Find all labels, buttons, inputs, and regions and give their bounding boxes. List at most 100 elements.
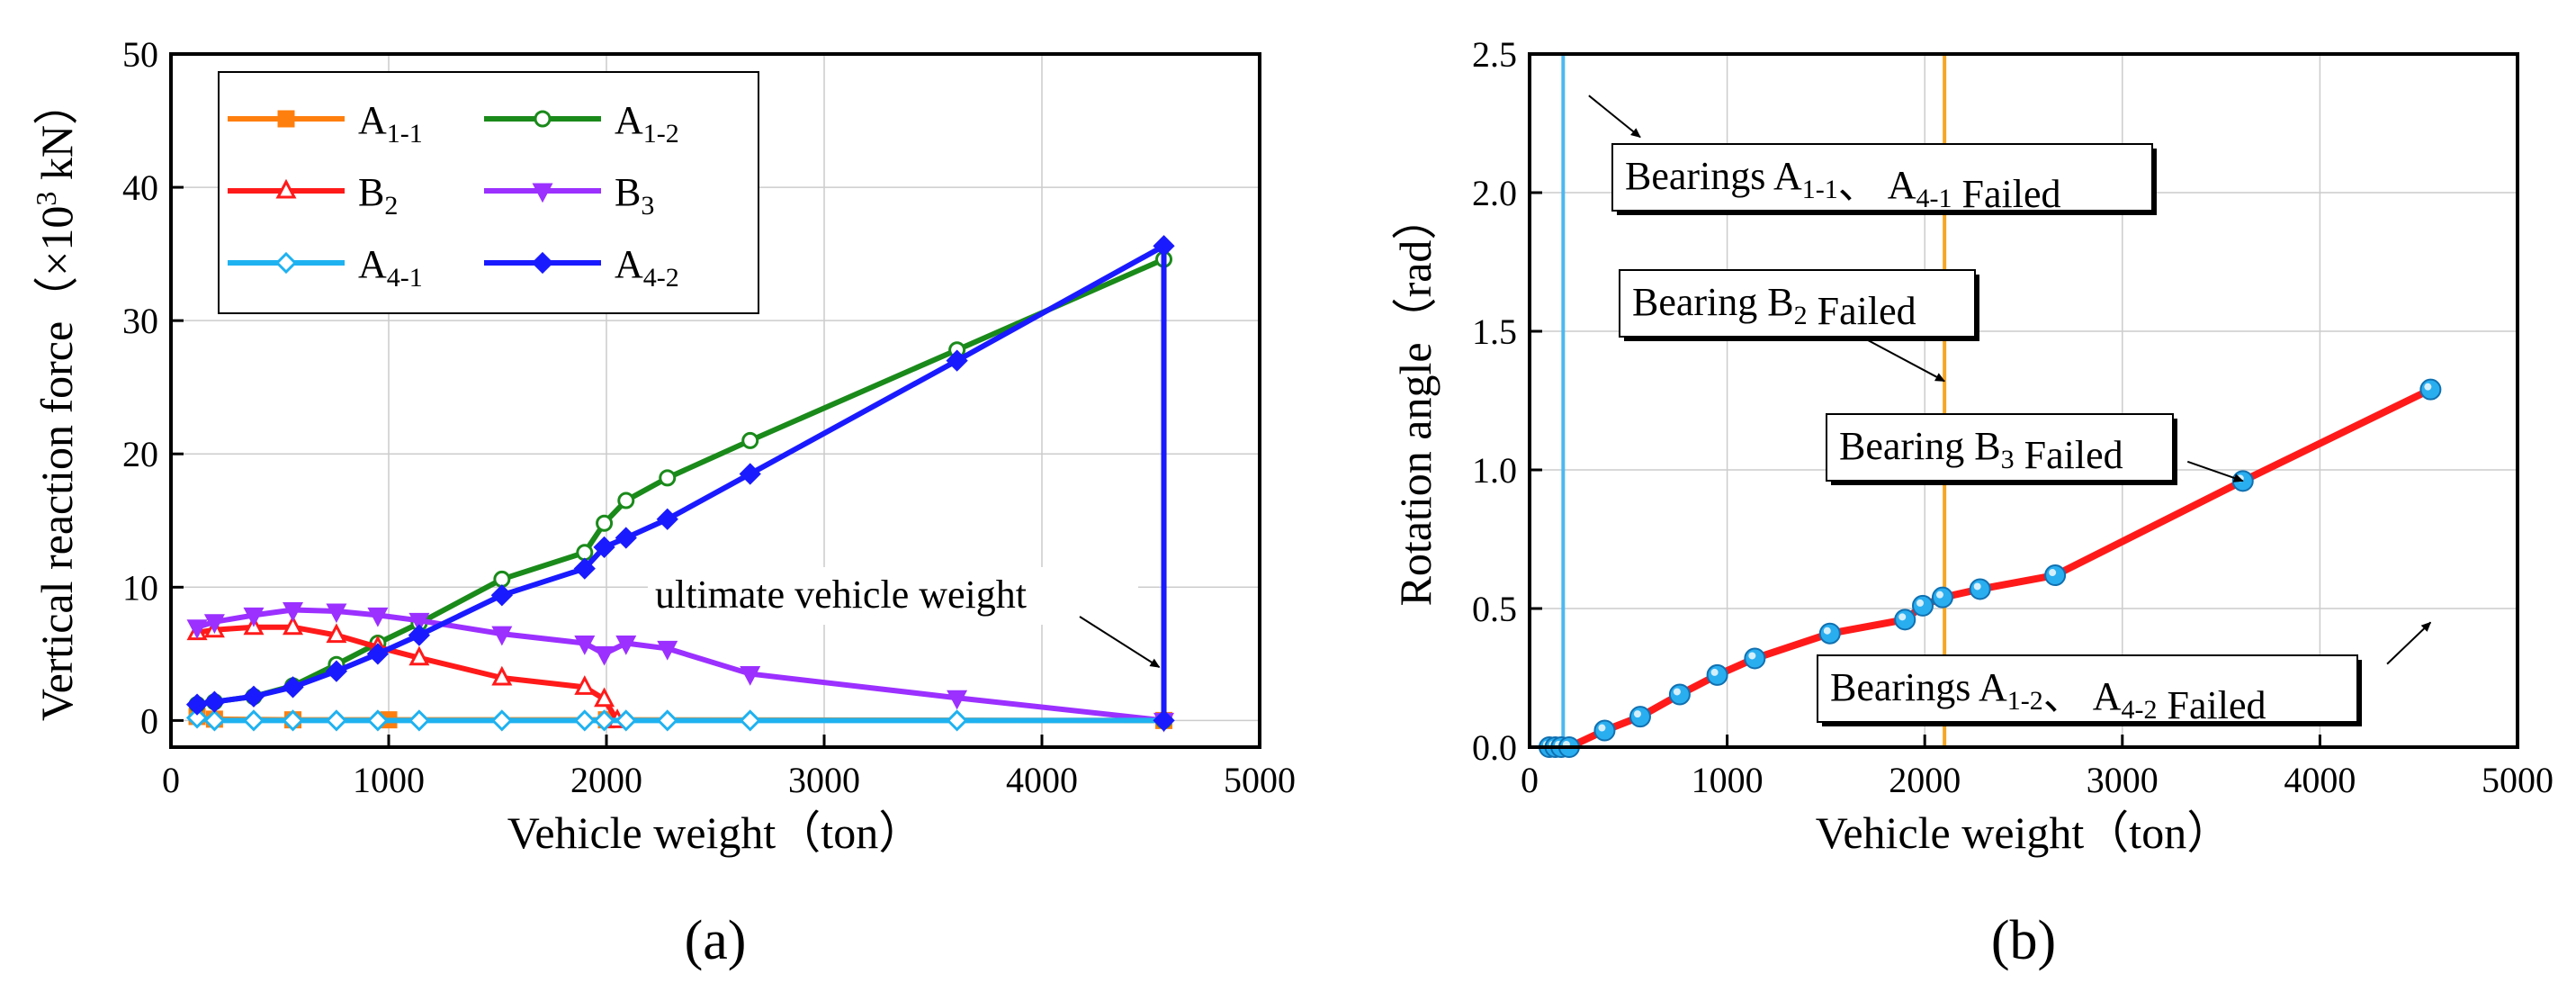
annotation-box (1826, 413, 2174, 482)
data-point-a4-2 (325, 660, 348, 682)
annotation-box (1611, 143, 2153, 212)
legend-marker-b3 (532, 183, 553, 203)
panel-b-ticks: 0 1000 2000 3000 4000 5000 0.0 0.5 1.0 1.5 2.0 2.5 (1472, 34, 2554, 800)
data-point-a4-2 (1153, 235, 1175, 257)
data-point-a4-1 (366, 709, 390, 732)
data-point-a4-2 (573, 557, 596, 580)
b-x-tick-label: 3000 (2087, 760, 2159, 800)
data-point-a4-1 (946, 709, 968, 732)
data-point-rotation-angle (1931, 586, 1953, 609)
data-point-b2 (326, 623, 347, 644)
panel-a-y-axis-title: Vertical reaction force（×103 kN） (30, 80, 82, 721)
legend-label-b3: B3 (615, 170, 654, 221)
legend-label-a4-1: A4-1 (358, 242, 423, 293)
a-x-tick-label: 3000 (788, 760, 860, 800)
b-y-tick-label: 2.5 (1472, 34, 1517, 75)
data-point-a4-1 (242, 709, 265, 732)
panel-b-frame (1528, 52, 2519, 749)
annotation-text: Bearings A1-1、 A4-1 Failed (1625, 154, 2061, 216)
data-point-b2 (491, 665, 513, 686)
panel-a-chart: A1-1 A1-2 B2 B3 A4-1 A4-2 ultimate vehicle we… (30, 34, 1296, 971)
data-point-a4-1 (408, 709, 431, 732)
annotation-arrow (2186, 460, 2244, 482)
panel-a-series (185, 235, 1175, 733)
data-point-highlight (1973, 582, 1981, 591)
data-point-b3 (740, 666, 761, 686)
data-point-a4-1 (185, 707, 209, 729)
annotation-arrow (2386, 621, 2432, 665)
b-x-tick-label: 0 (1521, 760, 1539, 800)
data-point-highlight (2424, 383, 2432, 391)
a-x-tick-label: 5000 (1224, 760, 1296, 800)
data-point-highlight (1748, 652, 1756, 660)
legend-marker-a1-2 (534, 110, 552, 128)
legend-marker-a4-1 (274, 251, 298, 275)
data-point-b3 (283, 601, 304, 622)
data-point-b3 (186, 619, 208, 639)
annotation-1: Bearings A1-1、 A4-1 Failed (1588, 95, 2157, 216)
data-point-highlight (1710, 668, 1719, 676)
data-point-highlight (2049, 569, 2057, 577)
data-point-b3 (408, 612, 430, 633)
data-point-a4-2 (946, 349, 968, 372)
data-point-a4-1 (593, 709, 615, 732)
data-point-highlight (1916, 599, 1925, 607)
data-point-rotation-angle (1894, 609, 1916, 631)
data-point-a4-1 (282, 709, 304, 732)
a-x-tick-label: 4000 (1006, 760, 1078, 800)
annotation-4: Bearings A1-2、 A4-2 Failed (1817, 621, 2432, 727)
data-point-a4-2 (593, 536, 615, 559)
data-point-a1-2 (493, 570, 511, 588)
annotation-background (648, 567, 1138, 625)
data-point-rotation-angle (1706, 663, 1728, 686)
a-x-tick-label: 1000 (353, 760, 425, 800)
data-point-b2 (283, 615, 304, 636)
annotation-text: Bearing B2 Failed (1632, 280, 1916, 333)
b-y-tick-label: 0.0 (1472, 727, 1517, 768)
data-point-a4-2 (656, 508, 678, 530)
legend-marker-b2 (275, 178, 297, 199)
a-y-tick-label: 10 (122, 567, 158, 608)
data-point-a1-2 (596, 514, 614, 532)
series-a4-2 (185, 235, 1175, 732)
data-point-b2 (408, 645, 430, 666)
data-point-rotation-angle (1668, 683, 1691, 706)
a-y-tick-label: 30 (122, 301, 158, 341)
panel-a-x-axis-title: Vehicle weight（ton） (507, 807, 923, 858)
data-point-a1-2 (576, 544, 594, 562)
data-point-a4-2 (490, 584, 513, 607)
data-point-b3 (594, 645, 615, 666)
annotation-arrow (1588, 95, 1641, 139)
b-x-tick-label: 5000 (2482, 760, 2554, 800)
a-y-tick-label: 40 (122, 167, 158, 208)
data-point-b3 (203, 614, 225, 635)
annotation-box (1619, 269, 1976, 338)
legend-label-b2: B2 (358, 170, 398, 221)
data-point-b3 (574, 636, 596, 655)
data-point-highlight (1898, 613, 1907, 621)
data-point-a4-1 (739, 709, 761, 732)
panel-a-ticks: 0 1000 2000 3000 4000 5000 0 10 20 30 40 50 (122, 34, 1296, 800)
annotation-box (1817, 654, 2358, 723)
a-y-tick-label: 50 (122, 34, 158, 75)
b-x-tick-label: 4000 (2284, 760, 2356, 800)
annotation-text: Bearings A1-2、 A4-2 Failed (1830, 665, 2266, 727)
data-point-a1-2 (741, 431, 759, 449)
data-point-a4-2 (366, 643, 390, 665)
panel-b-x-axis-title: Vehicle weight（ton） (1816, 807, 2231, 858)
data-point-b3 (243, 607, 265, 627)
data-point-a1-2 (659, 469, 677, 487)
b-x-tick-label: 2000 (1889, 760, 1961, 800)
b-y-tick-label: 1.0 (1472, 450, 1517, 491)
a-y-tick-label: 20 (122, 434, 158, 474)
data-point-b3 (326, 603, 347, 624)
annotation-ultimate-weight: ultimate vehicle weight (655, 573, 1027, 617)
annotation-arrow (1079, 616, 1161, 668)
data-point-a4-2 (408, 624, 431, 646)
data-point-highlight (1935, 591, 1943, 599)
data-point-a4-2 (1153, 709, 1175, 732)
data-point-b3 (657, 640, 678, 661)
panel-b-label: (b) (1991, 910, 2056, 971)
data-point-b2 (594, 687, 615, 708)
data-point-highlight (1673, 688, 1681, 696)
